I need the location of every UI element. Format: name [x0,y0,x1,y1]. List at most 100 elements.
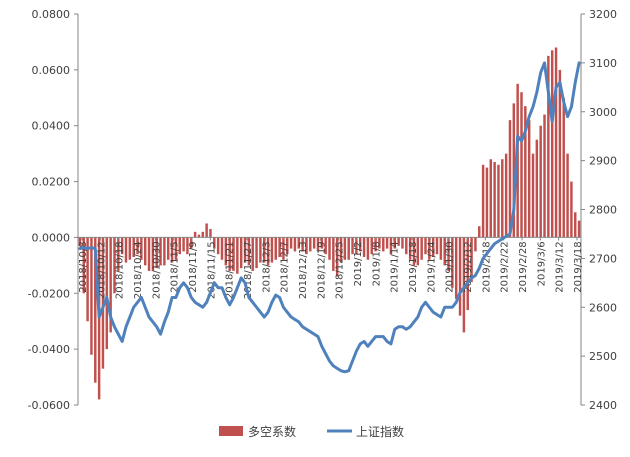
bar [120,237,124,255]
x-tick-label: 2018/12/19 [316,241,327,299]
x-tick-label: 2019/3/12 [555,241,566,292]
bar [243,237,247,263]
x-tick-label: 2018/12/13 [298,241,309,299]
bar [167,237,170,260]
bar [186,237,189,255]
bar [266,237,270,266]
bar [117,237,120,271]
bar [439,237,443,260]
bar [339,237,343,263]
bar [197,234,201,238]
x-tick-label: 2019/2/18 [481,241,492,292]
bar [312,237,316,249]
bar [512,103,516,238]
legend-label-bars: 多空系数 [248,424,296,439]
bar [236,237,239,274]
bar [293,237,297,252]
bar [504,153,508,238]
x-tick-label: 2018/10/30 [151,241,162,299]
bar [447,237,450,271]
bar [508,120,512,238]
bar [547,55,550,238]
bar [178,237,181,255]
bar [213,237,216,249]
bar [128,237,132,260]
bar [385,237,389,249]
bar [501,159,504,238]
right-y-tick-label: 2700 [589,252,617,265]
bar [497,164,500,238]
line-series-shanghai-index [78,61,581,374]
bar [566,153,569,238]
x-tick-label: 2018/10/8 [78,241,89,292]
bar [220,237,224,260]
bar [224,237,228,266]
bar [535,139,539,238]
x-tick-label: 2018/11/15 [206,241,217,299]
bar [562,97,565,238]
x-tick-label: 2019/3/18 [573,241,584,292]
bar [86,237,89,322]
x-tick-label: 2018/12/7 [280,241,291,292]
x-tick-label: 2018/10/24 [133,241,144,299]
bar [228,237,231,271]
bar [305,237,308,255]
right-y-axis-tick-labels: 2400 2500 2600 2700 2800 2900 3000 3100 3200 [589,8,617,412]
left-y-tick-label: 0.0200 [32,176,71,189]
bar [174,237,178,260]
axes [74,13,585,406]
bar [570,181,573,238]
bar [539,125,542,238]
bar [378,237,381,249]
x-tick-label: 2019/1/30 [445,241,456,292]
bar [209,229,212,238]
x-tick-label: 2018/11/21 [225,241,236,299]
x-tick-label: 2018/11/27 [243,241,254,299]
left-y-axis-tick-labels: -0.0600 -0.0400 -0.0200 0.0000 0.0200 0.0400 0… [28,8,70,412]
bar [316,237,320,252]
bar [105,237,109,350]
bar [289,237,293,249]
bar [205,223,208,238]
left-y-tick-label: 0.0400 [32,120,71,133]
x-tick-label: 2019/2/22 [500,241,511,292]
bar [94,237,97,383]
bar [278,237,281,257]
bar [190,237,193,249]
bar [155,237,158,269]
x-tick-label: 2018/12/25 [335,241,346,299]
left-y-tick-label: -0.0600 [28,399,70,412]
bar [424,237,427,255]
bar [78,237,82,246]
bar [412,237,416,266]
bar [170,237,174,263]
bar [451,237,454,288]
bar [520,92,523,238]
bar [182,237,185,252]
bar [201,231,205,238]
x-tick-label: 2019/1/8 [371,241,382,286]
bar [416,237,420,266]
bar [393,237,397,249]
bar [309,237,312,252]
right-y-tick-label: 2400 [589,399,617,412]
bar [527,120,531,238]
bar [362,237,366,257]
bar [531,153,535,238]
bar [140,237,143,260]
bar [255,237,258,269]
bar [282,237,285,260]
bar [263,237,266,263]
bar [389,237,393,255]
x-tick-label: 2018/11/5 [170,241,181,292]
left-y-tick-label: -0.0400 [28,343,70,356]
bar [489,159,492,238]
bar [355,237,358,255]
left-y-tick-label: 0.0600 [32,64,71,77]
bar [347,237,350,260]
bar [478,226,481,238]
bar [554,47,558,238]
bar [485,167,489,238]
bar [470,237,473,283]
bar-series-long-short-coefficient [78,47,581,400]
